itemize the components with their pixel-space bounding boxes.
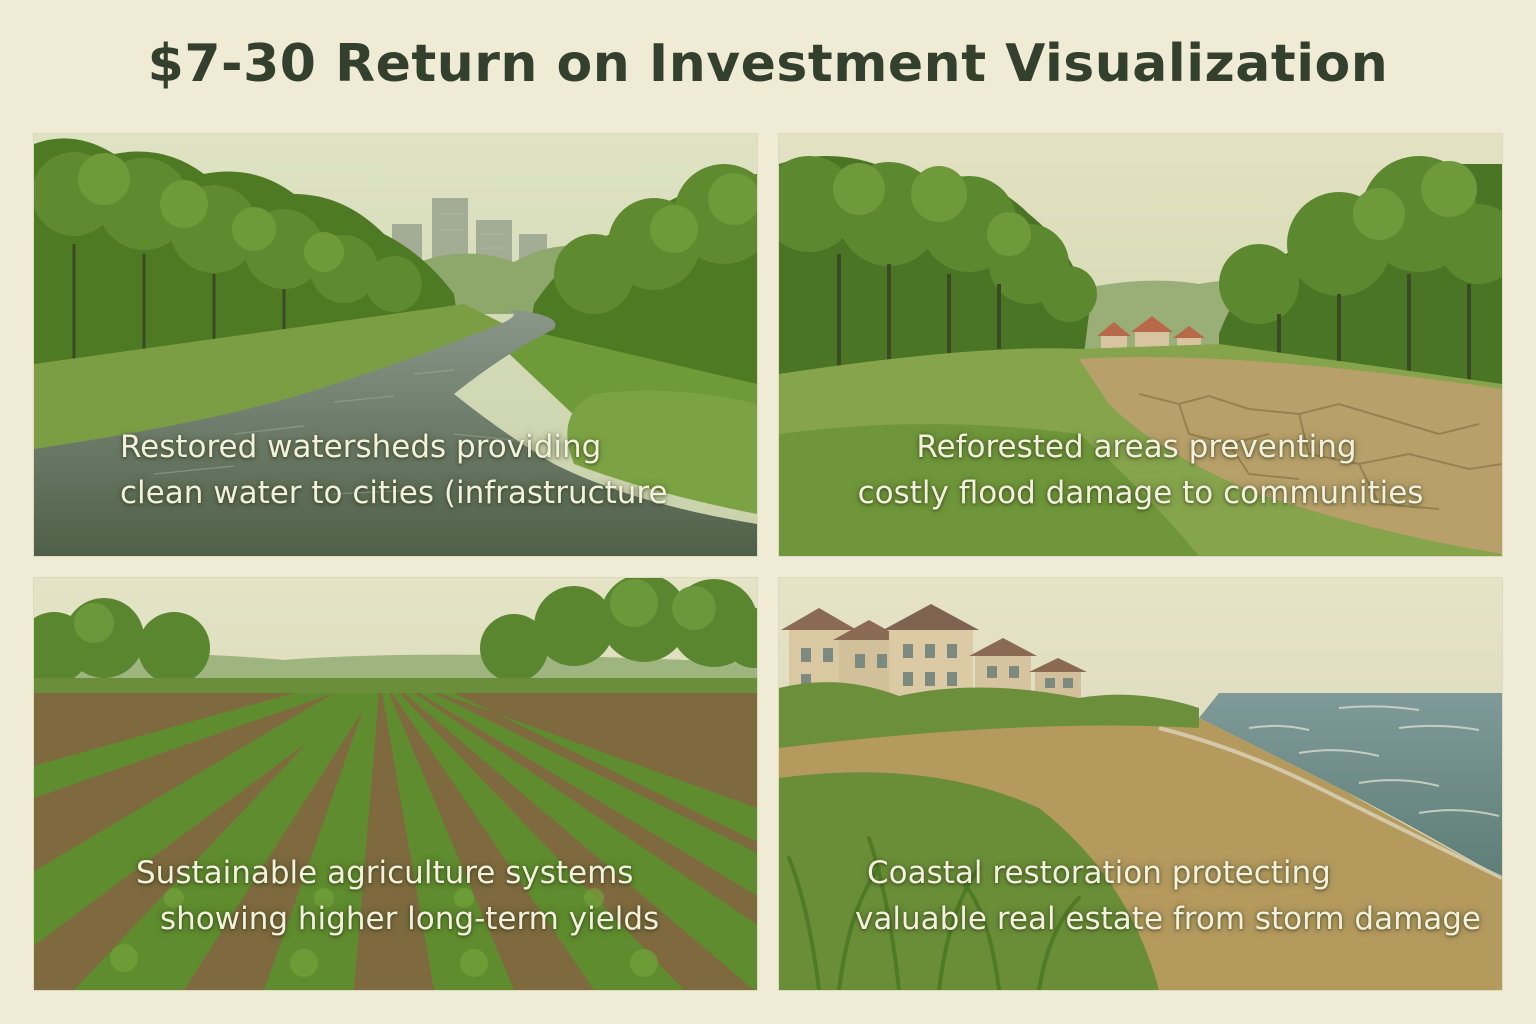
watershed-river-illustration [34,134,757,556]
panel-coastal: Coastal restoration protecting valuable … [779,578,1502,990]
panel-watershed-caption-line2: clean water to cities (infrastructure [120,475,668,511]
panel-coastal-caption-line1: Coastal restoration protecting [867,855,1331,891]
panel-watershed-caption-line1: Restored watersheds providing [120,429,602,465]
panel-agriculture-caption-line2: showing higher long-term yields [160,901,660,937]
panel-watershed: Restored watersheds providing clean wate… [34,134,757,556]
panel-watershed-caption: Restored watersheds providing clean wate… [34,424,757,516]
page-title: $7-30 Return on Investment Visualization [147,34,1389,94]
panel-agriculture-caption-line1: Sustainable agriculture systems [136,855,634,891]
panel-agriculture-caption: Sustainable agriculture systems showing … [34,850,757,942]
panel-coastal-caption-line2: valuable real estate from storm damage [855,901,1482,937]
panel-coastal-caption: Coastal restoration protecting valuable … [779,850,1502,942]
coastal-restoration-illustration [779,578,1502,990]
panel-reforestation: Reforested areas preventing costly flood… [779,134,1502,556]
panel-agriculture: Sustainable agriculture systems showing … [34,578,757,990]
agriculture-field-illustration [34,578,757,990]
panel-reforestation-caption: Reforested areas preventing costly flood… [779,424,1502,516]
panel-reforestation-caption-line1: Reforested areas preventing [916,429,1357,465]
reforestation-illustration [779,134,1502,556]
panel-reforestation-caption-line2: costly flood damage to communities [857,475,1424,511]
